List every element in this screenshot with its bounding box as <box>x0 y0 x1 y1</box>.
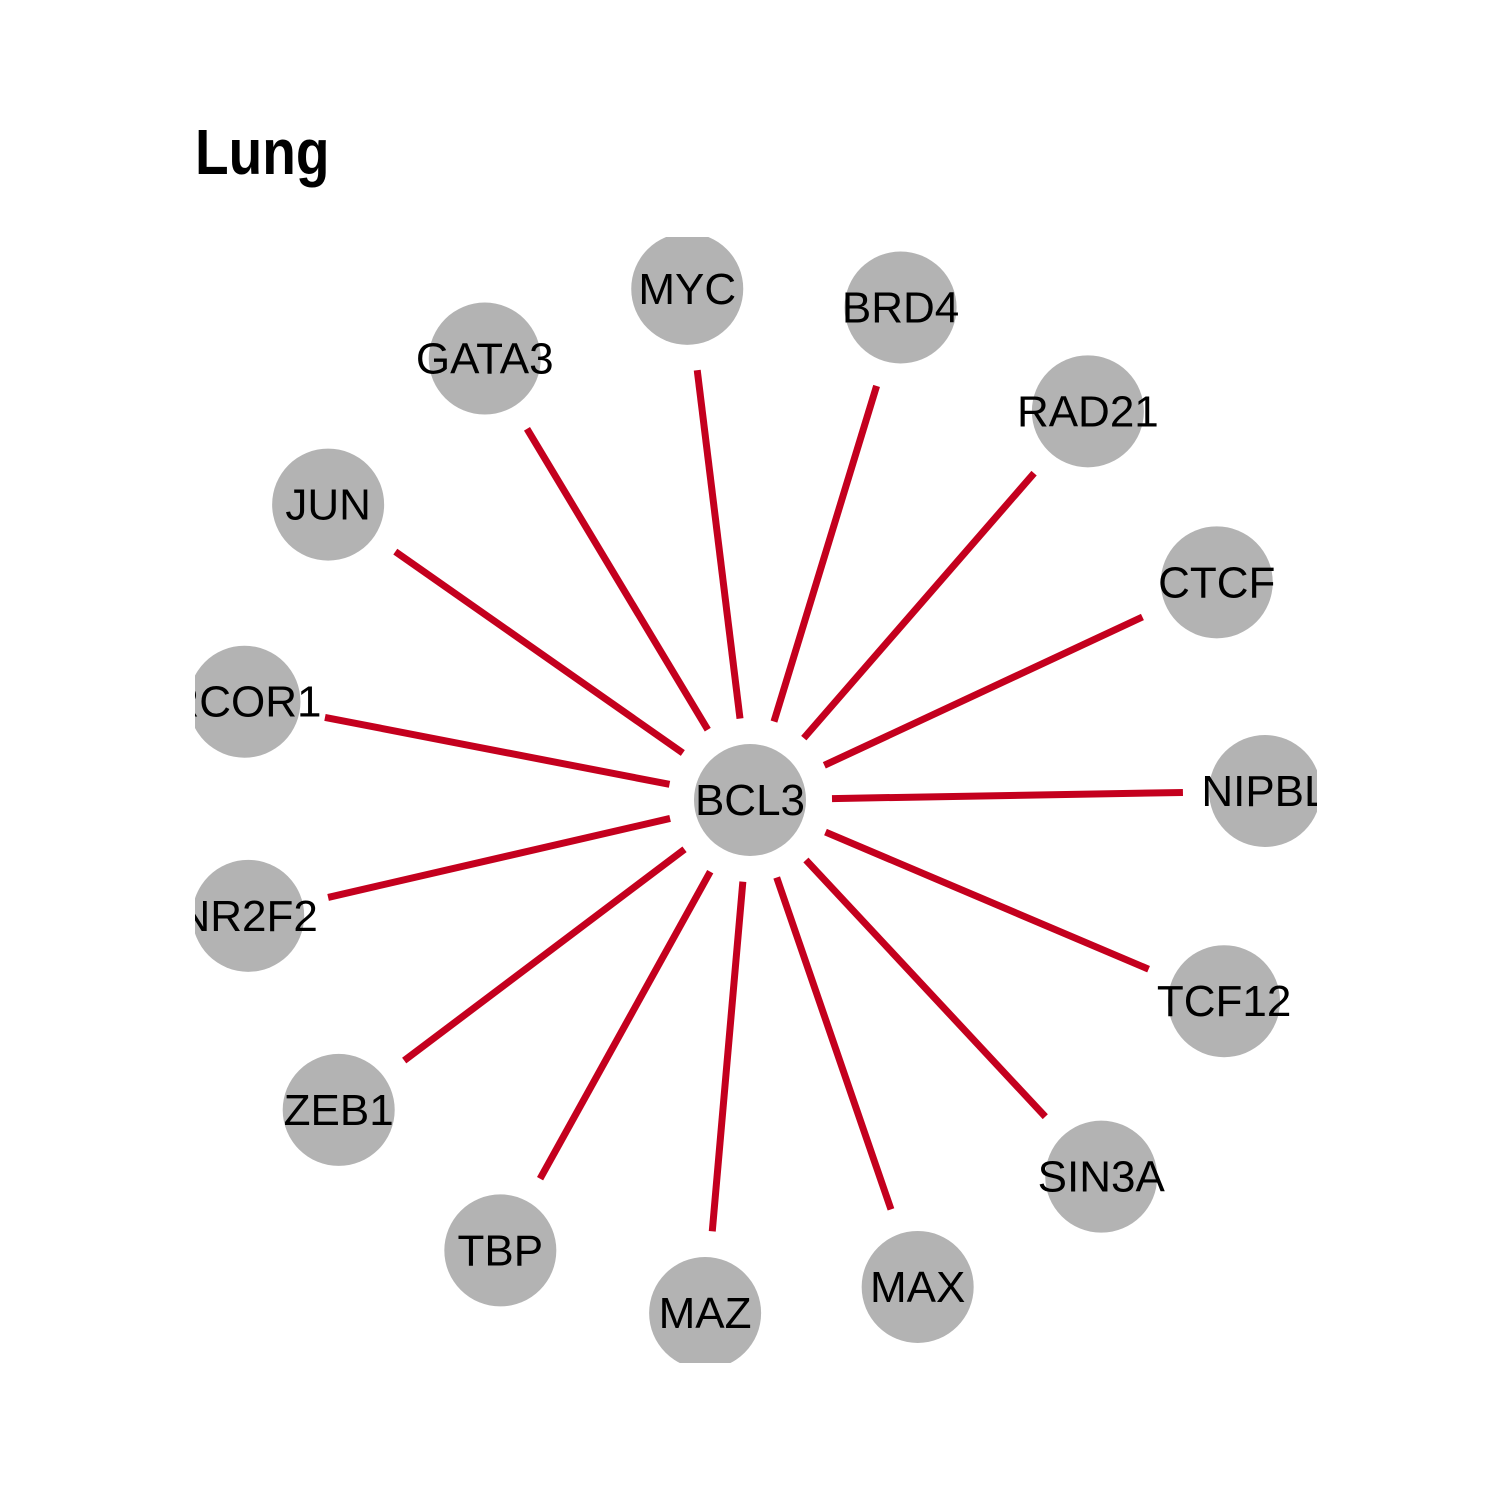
edge-bcl3-brd4 <box>770 384 880 723</box>
node-circle <box>1168 945 1281 1058</box>
node-rcor1: RCOR1 <box>167 645 321 758</box>
edge-bcl3-jun <box>393 548 685 756</box>
node-circle <box>844 251 957 364</box>
node-label: TBP <box>458 1226 544 1275</box>
node-nipbl: NIPBL <box>1201 735 1328 847</box>
node-tbp: TBP <box>444 1194 557 1307</box>
node-label: CTCF <box>1158 558 1275 607</box>
edges-layer <box>324 369 1183 1232</box>
nodes-layer: BCL3 MYC BRD4 RAD21 CTCF NIPBL TCF12 SIN3A MAX MA… <box>167 237 1328 1363</box>
edge-bcl3-tbp <box>537 870 714 1181</box>
edge-bcl3-sin3a <box>803 857 1048 1120</box>
edge-bcl3-nr2f2 <box>327 815 671 901</box>
node-label: MAZ <box>659 1289 752 1338</box>
node-label: RCOR1 <box>167 678 321 727</box>
node-nr2f2: NR2F2 <box>179 859 318 972</box>
node-maz: MAZ <box>649 1257 762 1363</box>
node-jun: JUN <box>272 448 385 561</box>
node-zeb1: ZEB1 <box>282 1053 395 1166</box>
edge-bcl3-myc <box>693 369 744 720</box>
node-rad21: RAD21 <box>1017 355 1159 468</box>
node-bcl3: BCL3 <box>694 744 806 856</box>
edge-bcl3-rad21 <box>801 470 1037 741</box>
node-brd4: BRD4 <box>842 251 959 364</box>
node-tcf12: TCF12 <box>1157 945 1291 1058</box>
node-circle <box>444 1194 557 1307</box>
node-label: GATA3 <box>416 335 554 384</box>
edge-bcl3-tcf12 <box>824 828 1150 973</box>
node-label: BCL3 <box>695 776 805 825</box>
edge-bcl3-max <box>773 876 895 1211</box>
node-label: NR2F2 <box>179 892 318 941</box>
node-label: ZEB1 <box>284 1086 394 1135</box>
figure-title: Lung <box>195 116 330 188</box>
node-label: SIN3A <box>1038 1153 1166 1202</box>
node-ctcf: CTCF <box>1158 526 1275 639</box>
node-circle <box>1160 526 1273 639</box>
edge-bcl3-gata3 <box>523 427 711 732</box>
node-label: MYC <box>638 265 736 314</box>
node-gata3: GATA3 <box>416 302 554 415</box>
edge-bcl3-ctcf <box>822 613 1144 769</box>
node-circle <box>272 448 385 561</box>
node-circle <box>282 1053 395 1166</box>
node-circle <box>195 859 305 972</box>
node-circle <box>195 645 301 758</box>
node-label: JUN <box>285 481 371 530</box>
node-circle <box>694 744 806 856</box>
node-myc: MYC <box>631 237 744 345</box>
edge-bcl3-nipbl <box>831 788 1183 803</box>
node-circle <box>649 1257 762 1363</box>
node-circle <box>428 302 541 415</box>
node-label: MAX <box>870 1263 965 1312</box>
edge-bcl3-maz <box>708 881 747 1232</box>
node-circle <box>1045 1120 1158 1233</box>
node-label: TCF12 <box>1157 977 1291 1026</box>
node-circle <box>631 237 744 345</box>
node-circle <box>861 1230 974 1343</box>
node-circle <box>1208 735 1317 847</box>
node-label: BRD4 <box>842 284 959 333</box>
node-label: RAD21 <box>1017 387 1159 436</box>
node-circle <box>1031 355 1144 468</box>
edge-bcl3-zeb1 <box>402 846 687 1064</box>
node-label: NIPBL <box>1201 767 1328 816</box>
node-max: MAX <box>861 1230 974 1343</box>
node-sin3a: SIN3A <box>1038 1120 1166 1233</box>
edge-bcl3-rcor1 <box>324 713 671 788</box>
